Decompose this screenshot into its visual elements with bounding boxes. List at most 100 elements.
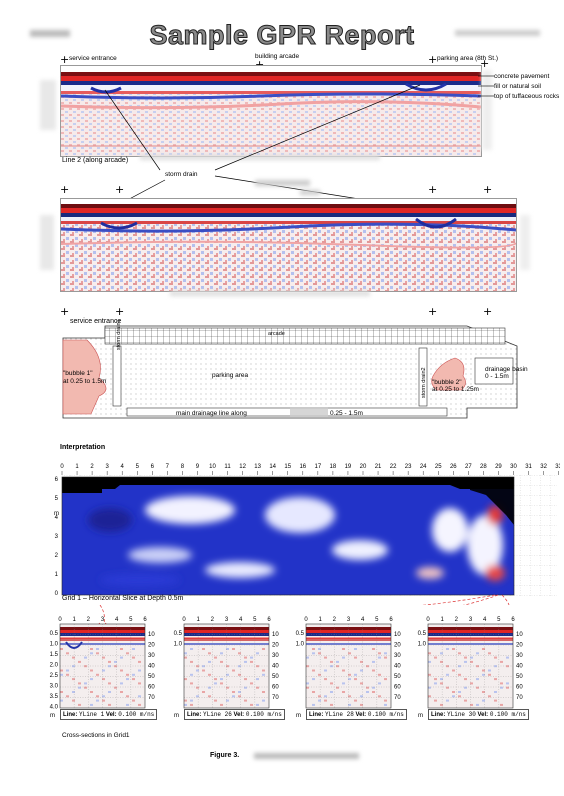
grid1-x-tick: 3 [105,464,109,470]
cross-section-time-tick: 60 [394,685,401,691]
vel-value: 0.100 m/ns [489,711,526,718]
line-label: Line: [309,712,324,718]
plus-marker: + [428,183,438,196]
grid1-y-tick: 4 [55,515,59,521]
grid1-x-tick: 12 [239,464,246,470]
grid1-x-tick: 4 [121,464,125,470]
cross-section-x-tick: 2 [87,617,91,623]
line-value: YLine 1 [79,711,105,718]
cross-section-time-tick: 70 [148,695,155,701]
cross-section-footer: Line: YLine 28 Vel: 0.100 m/ns [306,709,407,720]
cross-section-x-tick: 3 [225,617,229,623]
grid1-x-tick: 28 [480,464,487,470]
cross-section-time-tick: 20 [272,643,279,649]
cross-section-depth-tick: 0.5 [50,631,59,637]
plus-marker: + [483,183,493,196]
line2-caption: Line 2 (along arcade) [62,157,129,164]
plus-marker: + [255,58,265,71]
cross-section-x-tick: 2 [455,617,459,623]
cross-section-time-tick: 70 [516,695,523,701]
grid1-x-tick: 16 [299,464,306,470]
cross-section-time-tick: 40 [148,664,155,670]
cross-section-time-tick: 30 [394,653,401,659]
cross-section-footer: Line: YLine 1 Vel: 0.100 m/ns [60,709,158,720]
cross-section-depth-tick: 1.0 [418,642,427,648]
cross-section-x-tick: 0 [426,617,430,623]
blurred-axis-title [300,190,320,195]
cross-section-time-tick: 70 [394,695,401,701]
grid1-x-tick: 29 [495,464,502,470]
grid1-x-tick: 30 [510,464,517,470]
grid1-x-tick: 6 [151,464,155,470]
grid1-x-tick: 32 [540,464,547,470]
cross-section-depth-tick: 4.0 [50,705,59,711]
cross-section-unit-m: m [418,713,423,719]
plan-main-line-right: 0.25 - 1.5m [330,410,363,417]
cross-section-time-tick: 50 [516,674,523,680]
cross-section-depth-tick: 0.5 [296,631,305,637]
plus-marker: + [60,305,70,318]
blurred-parameters [140,155,380,160]
cross-section-footer: Line: YLine 26 Vel: 0.100 m/ns [184,709,285,720]
cross-section-time-tick: 30 [272,653,279,659]
report-title: Sample GPR Report [149,20,415,51]
cross-section-x-tick: 3 [101,617,105,623]
grid1-x-tick: 19 [345,464,352,470]
grid1-y-tick: 1 [55,572,59,578]
line2-radargram [60,65,482,157]
cross-section-time-tick: 40 [394,664,401,670]
cross-section-time-tick: 20 [516,643,523,649]
blurred-axis-label [482,70,492,150]
grid1-y-tick: 5 [55,496,59,502]
grid1-x-tick: 7 [166,464,170,470]
cross-section-time-tick: 60 [148,685,155,691]
grid1-x-tick: 17 [315,464,322,470]
grid1-x-tick: 31 [525,464,532,470]
grid1-x-tick: 1 [75,464,79,470]
plus-marker: + [115,183,125,196]
line-value: YLine 26 [203,711,232,718]
plan-service-entrance: service entrance [70,318,122,325]
storm-drain-leaders [104,84,429,211]
cross-section-time-tick: 10 [394,632,401,638]
cross-section-time-tick: 50 [272,674,279,680]
blurred-axis-label [520,215,530,270]
cross-section-time-tick: 40 [272,664,279,670]
cross-section-time-tick: 70 [272,695,279,701]
grid1-caption: Grid 1 – Horizontal Slice at Depth 0.5m [62,595,184,602]
grid1-y-tick: 6 [55,477,59,483]
cross-section-time-tick: 10 [516,632,523,638]
cross-section-time-tick: 20 [148,643,155,649]
cross-section-depth-tick: 3.0 [50,684,59,690]
blurred-header-text [455,30,540,36]
grid1-x-tick: 21 [375,464,382,470]
figure-label: Figure 3. [210,752,240,759]
vel-value: 0.100 m/ns [367,711,404,718]
plan-storm-drain2: storm drain2 [421,367,427,398]
site-plan [62,325,518,419]
cross-section-x-tick: 5 [129,617,133,623]
vel-value: 0.100 m/ns [245,711,282,718]
layer-label: fill or natural soil [494,83,541,90]
cross-section-x-tick: 1 [196,617,200,623]
cross-section-x-tick: 0 [58,617,62,623]
cross-section-x-tick: 3 [347,617,351,623]
cross-section-time-tick: 50 [394,674,401,680]
cross-section-unit-m: m [50,713,55,719]
grid1-y-tick: 2 [55,553,59,559]
cross-section-depth-tick: 1.5 [50,652,59,658]
cross-section-time-tick: 50 [148,674,155,680]
grid1-x-tick: 22 [390,464,397,470]
line-radargram-2-image [61,199,516,291]
blurred-axis-label [40,215,54,270]
grid1-x-tick: 25 [435,464,442,470]
line-radargram-2 [60,198,517,292]
cross-section-depth-tick: 2.5 [50,673,59,679]
grid1-x-tick: 11 [224,464,231,470]
grid1-x-tick: 33 [555,464,560,470]
plan-parking-area: parking area [212,372,249,379]
grid1-x-tick: 9 [196,464,200,470]
plan-bubble1-name: "bubble 1" [63,370,93,377]
blurred-parameters [170,291,370,296]
plus-marker: + [115,305,125,318]
